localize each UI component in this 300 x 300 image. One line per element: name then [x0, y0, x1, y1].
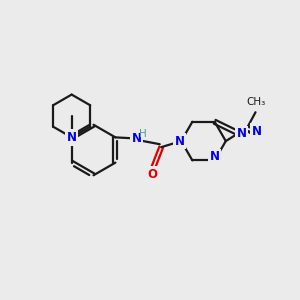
Text: N: N	[236, 128, 246, 140]
Text: CH₃: CH₃	[247, 97, 266, 107]
Text: H: H	[140, 128, 147, 139]
Text: N: N	[67, 131, 76, 144]
Text: O: O	[148, 168, 158, 181]
Text: N: N	[210, 150, 220, 163]
Text: N: N	[132, 132, 142, 146]
Text: N: N	[175, 135, 185, 148]
Text: N: N	[252, 125, 262, 138]
